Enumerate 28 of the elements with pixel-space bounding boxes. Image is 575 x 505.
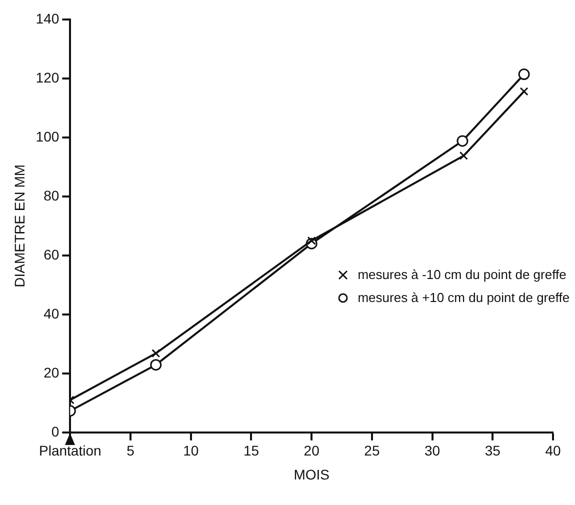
x-tick-label: 15 — [243, 442, 260, 459]
point — [152, 349, 160, 358]
legend-label: mesures à +10 cm du point de greffe — [358, 290, 570, 306]
x-tick-label: 5 — [126, 442, 135, 459]
y-tick-label: 20 — [44, 364, 60, 380]
x-axis-title: MOIS — [294, 466, 330, 482]
y-tick-label: 120 — [36, 69, 60, 86]
y-tick-label: 40 — [44, 305, 60, 322]
point — [456, 135, 468, 147]
y-axis-title: DIAMETRE EN MM — [11, 164, 28, 288]
legend-label: mesures à -10 cm du point de greffe — [358, 267, 566, 282]
y-tick-label: 80 — [44, 187, 60, 204]
x-tick-label: 10 — [183, 442, 199, 459]
y-tick-label: 60 — [44, 246, 60, 262]
point — [307, 236, 316, 245]
y-tick-label: 100 — [36, 128, 60, 144]
y-tick-label: 140 — [36, 10, 60, 26]
point — [150, 359, 162, 371]
x-tick-label: Plantation — [39, 442, 102, 459]
point — [520, 87, 528, 96]
point — [459, 151, 468, 160]
x-tick-label: 40 — [545, 442, 561, 459]
x-tick-label: 20 — [304, 442, 320, 459]
y-tick-label: 0 — [51, 423, 60, 440]
x-tick-label: 30 — [424, 442, 440, 459]
x-tick-label: 25 — [364, 442, 380, 459]
x-tick-label: 35 — [484, 442, 501, 459]
point — [518, 68, 530, 80]
